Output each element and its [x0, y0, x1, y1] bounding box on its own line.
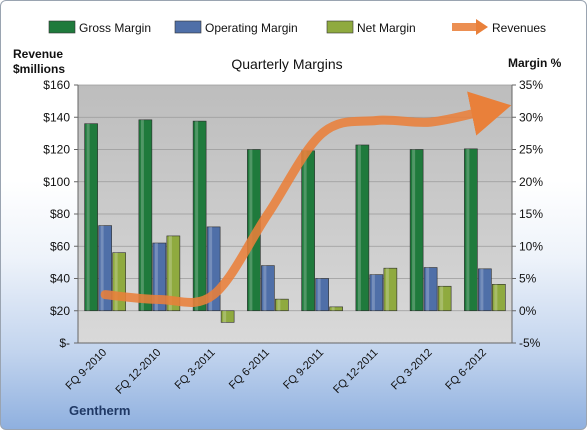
category-label: FQ 12-2010 — [114, 347, 164, 397]
bar-net-margin — [383, 267, 398, 312]
bar-highlight — [317, 278, 321, 311]
bar-highlight — [480, 268, 484, 311]
right-tick-label: -5% — [519, 336, 541, 350]
bar-operating-margin — [261, 265, 275, 312]
bar-operating-margin — [369, 274, 384, 312]
left-tick-label: $160 — [43, 78, 70, 92]
bar-highlight — [371, 274, 375, 311]
category-label: FQ 3-2012 — [389, 347, 435, 393]
bar-highlight — [223, 310, 227, 323]
bar-net-margin — [492, 284, 506, 312]
legend-label: Revenues — [492, 21, 546, 35]
right-tick-label: 30% — [519, 110, 543, 124]
bar-operating-margin — [152, 242, 167, 312]
chart-title: Quarterly Margins — [231, 56, 342, 72]
category-label: FQ 3-2011 — [173, 347, 218, 392]
category-label: FQ 6-2011 — [227, 347, 272, 392]
right-tick-label: 5% — [519, 272, 537, 286]
bar-gross-margin — [464, 148, 478, 312]
bar-net-margin — [220, 310, 235, 323]
left-tick-label: $120 — [43, 143, 70, 157]
bar-highlight — [86, 123, 90, 311]
legend-label: Net Margin — [357, 21, 416, 35]
right-axis-title: Margin % — [508, 56, 562, 70]
bar-operating-margin — [98, 225, 112, 312]
right-tick-label: 35% — [519, 78, 543, 92]
bar-operating-margin — [478, 268, 492, 312]
bar-highlight — [466, 148, 470, 311]
bar-highlight — [277, 299, 281, 311]
bar-net-margin — [275, 298, 289, 312]
bar-highlight — [426, 267, 430, 311]
bar-operating-margin — [423, 267, 438, 312]
right-tick-label: 10% — [519, 239, 543, 253]
legend-swatch-operating-margin — [174, 20, 202, 34]
category-label: FQ 12-2011 — [331, 347, 380, 396]
left-axis-title-line1: Revenue — [13, 47, 63, 61]
left-tick-label: $- — [59, 336, 70, 350]
bar-highlight — [114, 252, 118, 311]
bar-highlight — [303, 150, 307, 311]
bar-gross-margin — [192, 120, 207, 312]
company-label: Gentherm — [69, 403, 131, 418]
category-label: FQ 9-2010 — [64, 347, 110, 393]
left-tick-label: $40 — [50, 272, 70, 286]
category-label: FQ 6-2012 — [443, 347, 489, 393]
revenues-line — [100, 91, 512, 307]
legend-swatch-net-margin — [326, 20, 354, 34]
left-axis-title-line2: $millions — [13, 62, 65, 76]
bar-highlight — [209, 226, 213, 311]
bar-highlight — [440, 286, 444, 311]
bar-net-margin — [112, 252, 126, 312]
left-tick-label: $100 — [43, 175, 70, 189]
left-tick-label: $140 — [43, 110, 70, 124]
left-tick-label: $60 — [50, 239, 70, 253]
bar-highlight — [168, 235, 172, 311]
bar-highlight — [412, 149, 416, 311]
legend-arrow-icon — [476, 19, 488, 35]
bar-gross-margin — [355, 144, 370, 312]
left-tick-label: $20 — [50, 304, 70, 318]
right-tick-label: 15% — [519, 207, 543, 221]
right-tick-label: 20% — [519, 175, 543, 189]
bar-highlight — [195, 121, 199, 311]
bar-highlight — [494, 284, 498, 311]
legend-label: Operating Margin — [205, 21, 298, 35]
bar-highlight — [331, 306, 335, 311]
right-tick-label: 0% — [519, 304, 537, 318]
bar-gross-margin — [84, 123, 98, 312]
bar-net-margin — [166, 235, 181, 312]
bar-net-margin — [329, 306, 343, 312]
right-tick-label: 25% — [519, 143, 543, 157]
bar-net-margin — [437, 285, 452, 312]
left-tick-label: $80 — [50, 207, 70, 221]
bar-highlight — [263, 265, 267, 311]
bar-gross-margin — [301, 150, 315, 312]
bar-highlight — [385, 268, 389, 311]
bar-gross-margin — [138, 119, 153, 312]
bar-operating-margin — [315, 278, 329, 312]
bar-highlight — [140, 119, 144, 311]
bar-highlight — [357, 144, 361, 311]
legend-swatch-gross-margin — [48, 20, 76, 34]
bar-highlight — [249, 149, 253, 311]
bar-gross-margin — [409, 149, 424, 312]
bar-highlight — [100, 225, 104, 311]
category-label: FQ 9-2011 — [281, 347, 326, 392]
legend-label: Gross Margin — [79, 21, 151, 35]
bar-highlight — [154, 243, 158, 311]
